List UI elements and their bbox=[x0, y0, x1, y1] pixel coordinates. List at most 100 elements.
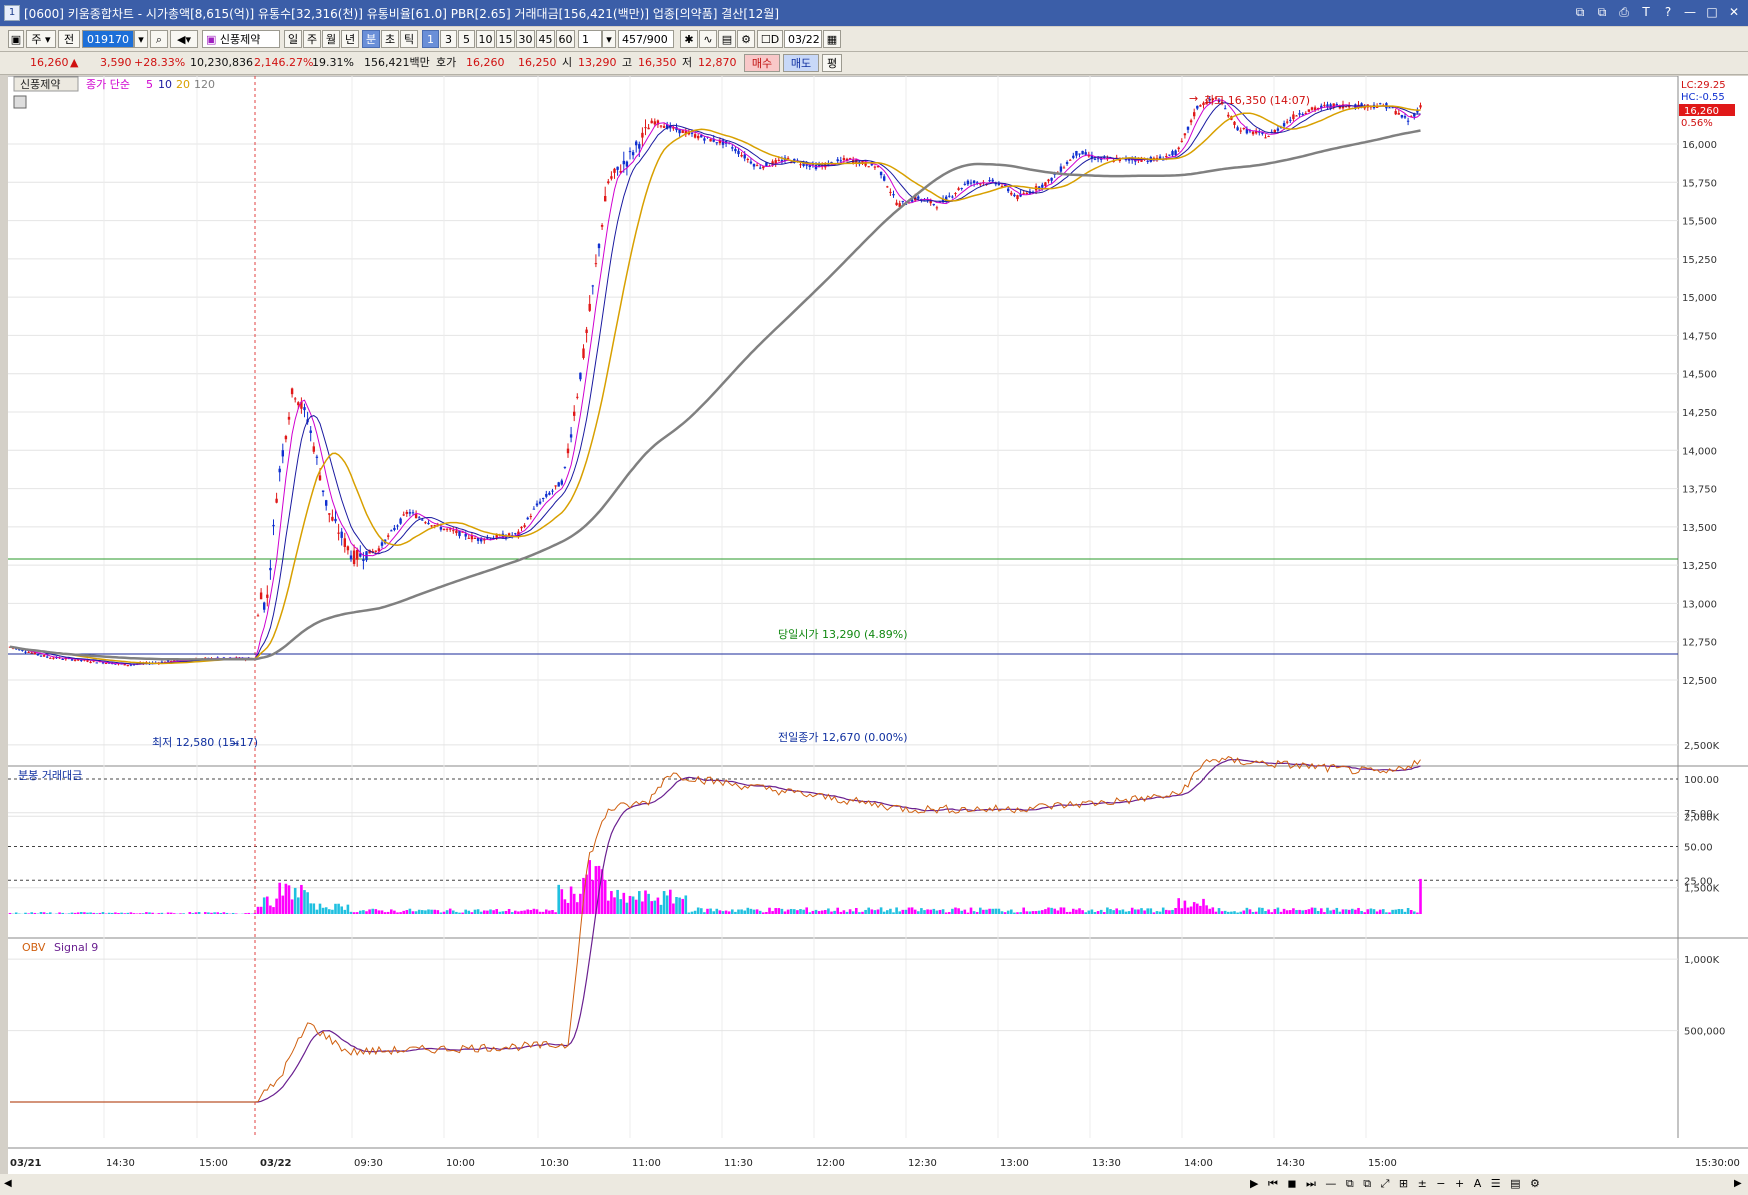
volume-bar bbox=[1137, 909, 1140, 914]
indicator-icon[interactable]: ✱ bbox=[680, 30, 698, 48]
candle-body bbox=[991, 179, 994, 182]
volume-bar bbox=[464, 909, 467, 914]
period-year[interactable]: 년 bbox=[341, 30, 359, 48]
stock-code-input[interactable]: 019170 bbox=[82, 30, 134, 48]
interval-60[interactable]: 60 bbox=[556, 30, 575, 48]
volume-bar bbox=[944, 912, 948, 914]
candle-body bbox=[532, 508, 536, 510]
sell-button[interactable]: 매도 bbox=[783, 54, 819, 72]
candle-body bbox=[414, 514, 418, 519]
current-price-tag: 16,260 bbox=[1684, 106, 1719, 117]
candle-body bbox=[80, 660, 83, 662]
volume-bar bbox=[873, 910, 877, 914]
interval-10[interactable]: 10 bbox=[476, 30, 495, 48]
scroll-bar[interactable]: ◀ ▶ ⏮ ◼ ⏭ — ⧉ ⧉ ⤢ ⊞ ± − + A ☰ ▤ ⚙ ▶ bbox=[0, 1174, 1748, 1195]
stock-tag-box[interactable] bbox=[13, 76, 79, 92]
volume-bar bbox=[1103, 912, 1106, 914]
close-button[interactable]: ✕ bbox=[1728, 5, 1740, 19]
help-icon[interactable]: ? bbox=[1664, 5, 1672, 19]
time-axis-tick: 13:30 bbox=[1092, 1158, 1121, 1169]
candle-body bbox=[917, 196, 920, 199]
period-day[interactable]: 일 bbox=[284, 30, 302, 48]
settings-icon[interactable]: ⚙ bbox=[737, 30, 755, 48]
candle-body bbox=[1183, 133, 1187, 136]
candle-body bbox=[1295, 115, 1298, 117]
candle-body bbox=[848, 158, 852, 160]
volume-bar bbox=[855, 907, 858, 914]
save-icon[interactable]: ▤ bbox=[718, 30, 736, 48]
grid-toggle-icon[interactable] bbox=[13, 95, 27, 109]
volume-bar bbox=[1245, 907, 1249, 914]
font-icon[interactable]: T bbox=[1642, 5, 1650, 19]
candle-body bbox=[653, 121, 656, 125]
volume-bar bbox=[820, 910, 824, 914]
date-input[interactable]: 03/22 bbox=[784, 30, 822, 48]
volume-bar bbox=[33, 912, 37, 914]
mode-select[interactable]: 전 bbox=[58, 30, 80, 48]
count-dropdown-icon[interactable]: ▾ bbox=[602, 30, 616, 48]
period-month[interactable]: 월 bbox=[322, 30, 340, 48]
candle-body bbox=[805, 163, 808, 166]
candle-body bbox=[101, 662, 105, 664]
volume-bar bbox=[879, 907, 883, 914]
period-week[interactable]: 주 bbox=[303, 30, 321, 48]
volume-bar bbox=[997, 908, 1001, 914]
volume-bar bbox=[1236, 912, 1239, 914]
link-icon[interactable]: ⧉ bbox=[1575, 5, 1585, 19]
candle-body bbox=[377, 548, 381, 552]
scroll-left-icon[interactable]: ◀ bbox=[4, 1178, 12, 1189]
volume-bar bbox=[272, 907, 275, 914]
volume-bar bbox=[1149, 908, 1153, 914]
average-button[interactable]: 평 bbox=[822, 54, 842, 72]
interval-30[interactable]: 30 bbox=[516, 30, 535, 48]
volume-bar bbox=[331, 909, 334, 914]
interval-45[interactable]: 45 bbox=[536, 30, 555, 48]
range-field[interactable]: 457/900 bbox=[618, 30, 674, 48]
volume-bar bbox=[545, 909, 548, 914]
volume-bar bbox=[92, 912, 95, 914]
volume-bar bbox=[414, 911, 418, 914]
candle-body bbox=[452, 530, 455, 532]
volume-bar bbox=[1366, 909, 1370, 914]
period-minute[interactable]: 분 bbox=[362, 30, 380, 48]
date-checkbox[interactable]: ☐D bbox=[757, 30, 783, 48]
chart-canvas[interactable]: → → 16,000 15,750 15,500 15,250 15,000 14,750 1… bbox=[8, 75, 1748, 1182]
calendar-icon[interactable]: ▦ bbox=[823, 30, 841, 48]
candle-body bbox=[759, 167, 762, 169]
period-second[interactable]: 초 bbox=[381, 30, 399, 48]
volume-bar bbox=[594, 866, 598, 914]
draw-tool-icon[interactable]: ∿ bbox=[699, 30, 717, 48]
volume-bar bbox=[188, 912, 192, 914]
market-select[interactable]: 주 ▾ bbox=[26, 30, 56, 48]
print-icon[interactable]: ⎙ bbox=[1619, 5, 1629, 19]
count-input[interactable]: 1 bbox=[578, 30, 602, 48]
interval-5[interactable]: 5 bbox=[458, 30, 475, 48]
interval-1[interactable]: 1 bbox=[422, 30, 439, 48]
interval-15[interactable]: 15 bbox=[496, 30, 515, 48]
layout-icon[interactable]: ▣ bbox=[8, 30, 24, 48]
share-icon[interactable]: ⧉ bbox=[1597, 5, 1607, 19]
interval-3[interactable]: 3 bbox=[440, 30, 457, 48]
scroll-right-icon[interactable]: ▶ bbox=[1734, 1178, 1742, 1189]
maximize-button[interactable]: □ bbox=[1706, 5, 1718, 19]
volume-bar bbox=[851, 911, 855, 914]
period-tick[interactable]: 틱 bbox=[400, 30, 418, 48]
volume-bar bbox=[1177, 898, 1180, 914]
candle-body bbox=[1344, 105, 1348, 108]
volume-bar bbox=[1289, 910, 1292, 914]
chart-area[interactable]: → → 16,000 15,750 15,500 15,250 15,000 14,750 1… bbox=[8, 75, 1748, 1182]
candle-body bbox=[266, 594, 269, 598]
sound-icon[interactable]: ◀▾ bbox=[170, 30, 198, 48]
code-dropdown-icon[interactable]: ▾ bbox=[134, 30, 148, 48]
navigation-icons[interactable]: ▶ ⏮ ◼ ⏭ — ⧉ ⧉ ⤢ ⊞ ± − + A ☰ ▤ ⚙ bbox=[1250, 1177, 1543, 1190]
buy-button[interactable]: 매수 bbox=[744, 54, 780, 72]
search-icon[interactable]: ⌕ bbox=[150, 30, 168, 48]
volume-bar bbox=[58, 912, 61, 914]
window-number-icon[interactable]: 1 bbox=[4, 5, 20, 21]
candle-body bbox=[73, 659, 77, 661]
stock-name-field[interactable]: ▣ 신풍제약 bbox=[202, 30, 280, 48]
candle-body bbox=[774, 160, 777, 165]
minimize-button[interactable]: — bbox=[1684, 5, 1696, 19]
candle-body bbox=[256, 615, 260, 617]
volume-bar bbox=[681, 898, 684, 914]
